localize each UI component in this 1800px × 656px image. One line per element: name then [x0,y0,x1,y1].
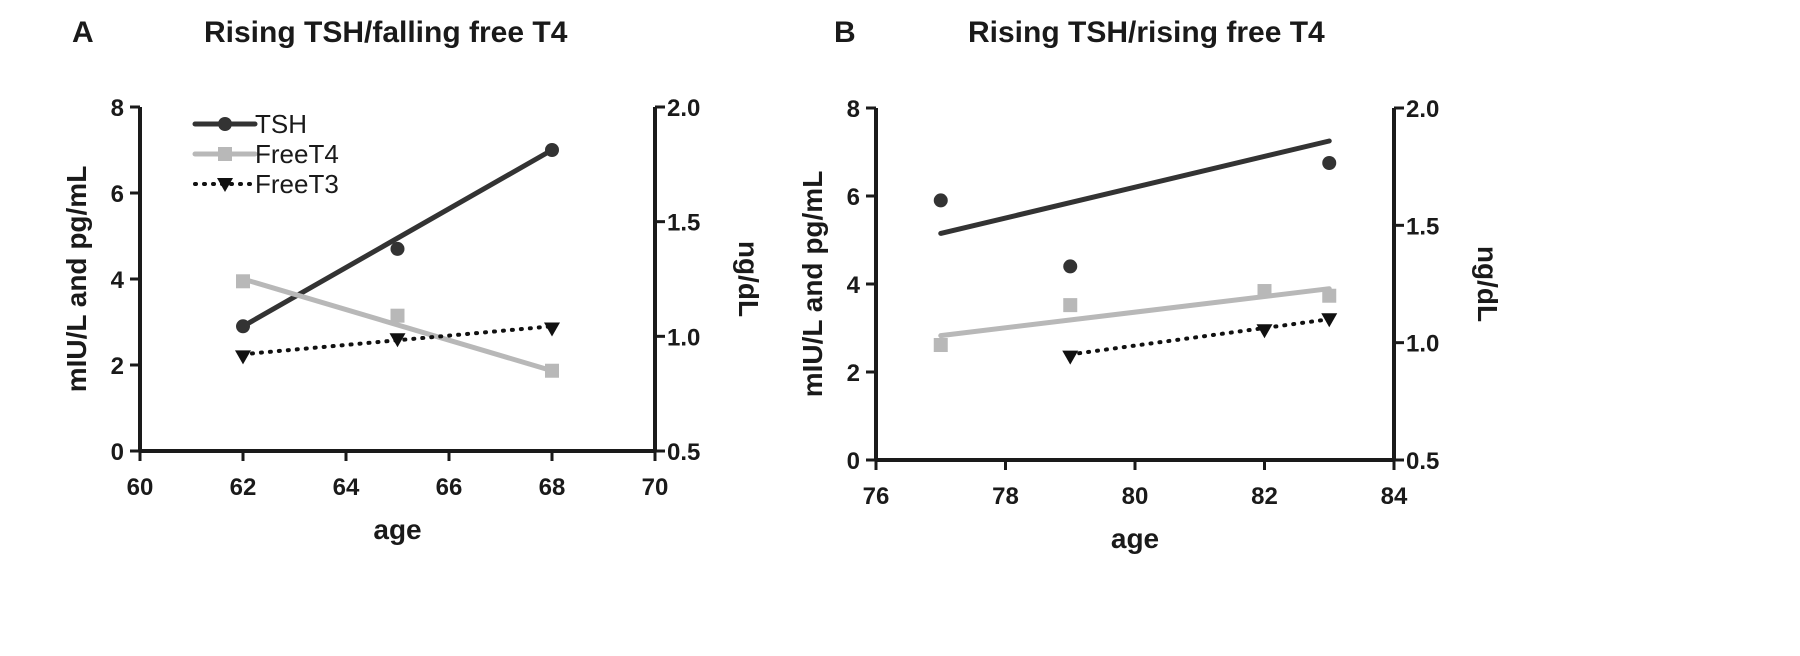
x-tick-label: 84 [1381,483,1408,510]
x-tick-label: 66 [436,474,463,501]
data-point-tsh [933,193,948,208]
panel-letter-b: B [834,16,856,49]
x-axis-label: age [1111,523,1159,554]
data-point-tsh [1063,259,1078,274]
data-point-freet4 [1257,284,1272,299]
data-point-tsh [236,319,250,334]
y-tick-label-right: 2.0 [1406,96,1439,123]
data-point-freet3 [1062,350,1079,365]
x-tick-label: 64 [333,474,360,501]
data-point-freet3 [1256,324,1273,339]
legend-marker-freet3 [217,178,233,192]
series-line-freet3 [1068,317,1332,357]
legend-marker-tsh [218,117,232,131]
y-tick-label-right: 1.5 [667,210,700,237]
y-axis-label-right: ng/dL [733,241,764,317]
y-tick-label-left: 2 [847,360,860,387]
y-tick-label-right: 1.0 [667,324,700,351]
legend-label-tsh: TSH [255,109,307,139]
legend-label-freet4: FreeT4 [255,139,339,169]
data-point-freet4 [390,308,405,323]
y-axis-label-left: mIU/L and pg/mL [797,171,828,398]
y-tick-label-left: 4 [111,267,125,294]
chart-panel-b: B Rising TSH/rising free T4 76 78 80 82 84 0 2… [797,0,1800,656]
y-axis-label-left: mIU/L and pg/mL [61,166,92,393]
data-point-freet4 [545,363,559,378]
x-tick-label: 68 [539,474,566,501]
y-tick-label-left: 8 [111,95,124,122]
x-tick-label: 70 [642,474,669,501]
y-tick-label-right: 0.5 [1406,448,1439,475]
y-tick-label-left: 0 [111,439,124,466]
data-point-freet4 [933,338,948,353]
data-point-tsh [1322,156,1337,170]
data-point-tsh [545,143,559,157]
y-tick-label-right: 1.0 [1406,331,1439,358]
data-point-freet3 [389,333,406,348]
y-tick-label-left: 0 [847,448,860,475]
series-line-tsh [240,147,555,329]
x-tick-label: 60 [127,474,154,501]
x-tick-label: 76 [863,483,890,510]
legend-label-freet3: FreeT3 [255,169,339,199]
y-tick-label-left: 6 [847,184,860,211]
data-point-freet3 [1321,313,1338,328]
data-point-tsh [390,241,405,256]
data-point-freet3 [544,322,560,337]
y-tick-label-left: 4 [847,272,861,299]
chart-title-a: Rising TSH/falling free T4 [204,16,568,49]
data-point-freet4 [1063,298,1078,313]
x-tick-label: 80 [1122,483,1149,510]
x-tick-label: 78 [992,483,1019,510]
legend-marker-freet4 [218,147,232,161]
chart-b-svg: 76 78 80 82 84 0 2 4 6 8 0.5 1.0 1.5 2.0 age mIU/L and … [797,96,1503,554]
series-line-tsh [938,138,1332,236]
x-axis-label: age [373,514,421,545]
x-tick-label: 82 [1251,483,1278,510]
panel-letter-a: A [72,16,94,49]
data-point-freet4 [1322,288,1337,303]
y-tick-label-right: 1.5 [1406,213,1439,240]
data-point-freet4 [236,274,250,289]
data-point-freet3 [235,350,251,365]
y-axis-label-right: ng/dL [1472,246,1503,322]
series-line-freet4 [240,276,555,374]
y-tick-label-left: 2 [111,353,124,380]
chart-title-b: Rising TSH/rising free T4 [968,16,1325,49]
y-tick-label-right: 0.5 [667,439,700,466]
y-tick-label-right: 2.0 [667,95,700,122]
chart-panel-a: A Rising TSH/falling free T4 60 62 64 66 68 7… [61,16,764,545]
y-tick-label-left: 8 [847,96,860,123]
x-tick-label: 62 [230,474,257,501]
y-tick-label-left: 6 [111,181,124,208]
